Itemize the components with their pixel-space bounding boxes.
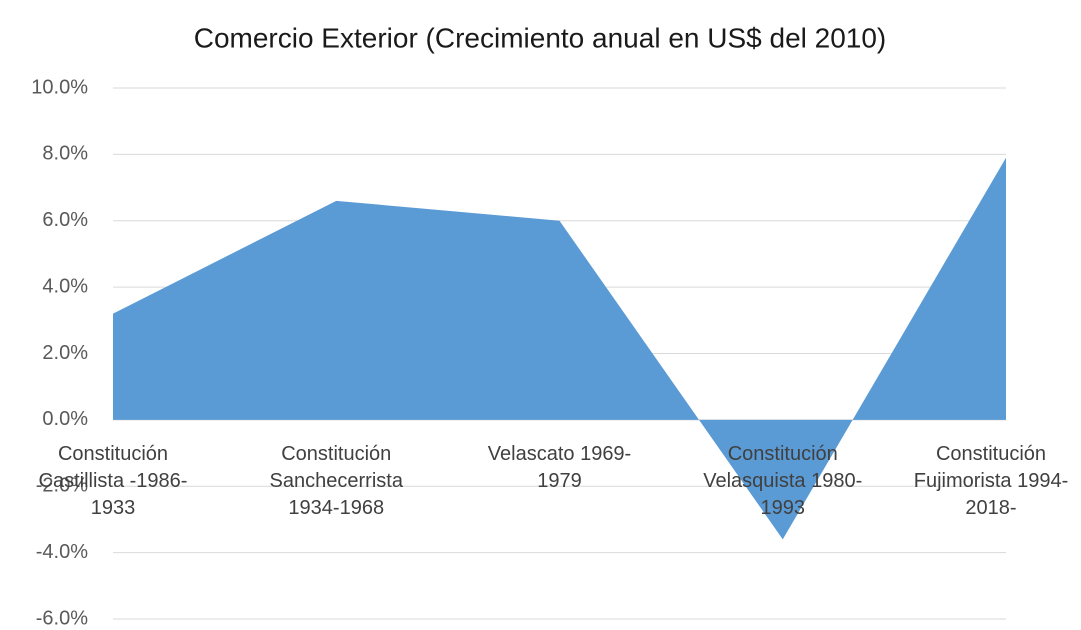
y-tick-label: 10.0% — [31, 76, 88, 98]
y-tick-label: 8.0% — [42, 143, 88, 165]
area — [113, 157, 1006, 540]
y-tick-label: 0.0% — [42, 408, 88, 430]
chart-title: Comercio Exterior (Crecimiento anual en … — [194, 22, 887, 53]
x-tick-label: Velascato 1969-1979 — [487, 443, 632, 492]
x-tick-label: Constitución Sanchecerrista 1934-1968 — [269, 443, 403, 519]
x-tick-label: Constitución Fujimorista 1994-2018- — [913, 443, 1069, 519]
x-tick-label: Constitución Velasquista 1980-1993 — [703, 443, 863, 519]
y-tick-label: -4.0% — [36, 541, 88, 563]
x-tick-label: Constitución Castillista -1986-1933 — [38, 443, 188, 519]
y-tick-label: -2.0% — [36, 475, 88, 497]
y-tick-label: 2.0% — [42, 342, 88, 364]
y-tick-label: 4.0% — [42, 275, 88, 297]
y-tick-label: 6.0% — [42, 209, 88, 231]
y-tick-label: -6.0% — [36, 607, 88, 629]
